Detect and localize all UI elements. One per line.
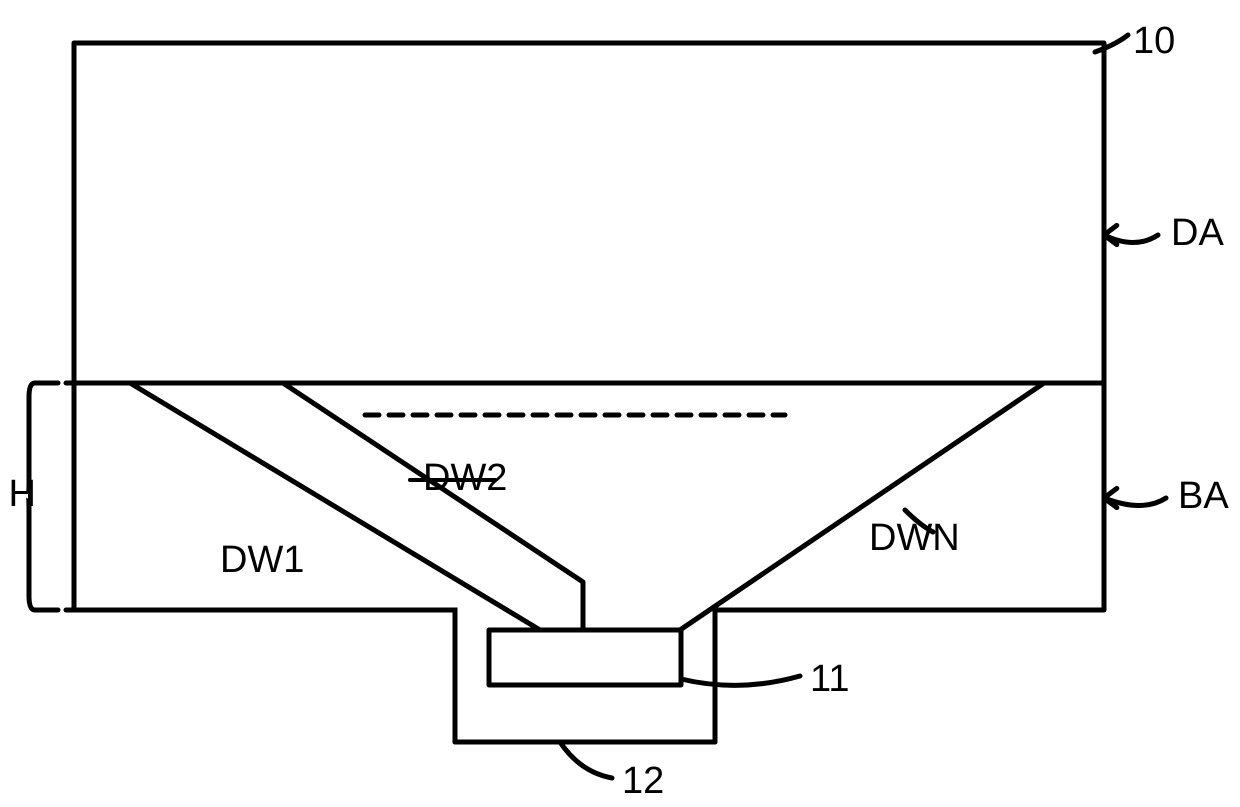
display-area-rect	[74, 43, 1104, 383]
leader-12	[560, 742, 612, 778]
wire-dwn	[680, 383, 1044, 630]
ic-rect	[489, 630, 681, 685]
wire-dw2	[183, 383, 583, 630]
leader-11	[681, 676, 800, 685]
label-ba: BA	[1178, 475, 1229, 517]
label-da: DA	[1171, 212, 1224, 254]
label-dw2: DW2	[423, 457, 507, 499]
label-11: 11	[810, 658, 849, 700]
label-dwn: DWN	[869, 517, 960, 559]
label-12: 12	[622, 760, 664, 802]
label-dw1: DW1	[220, 539, 304, 581]
label-h: H	[9, 473, 36, 515]
label-10: 10	[1133, 20, 1175, 62]
